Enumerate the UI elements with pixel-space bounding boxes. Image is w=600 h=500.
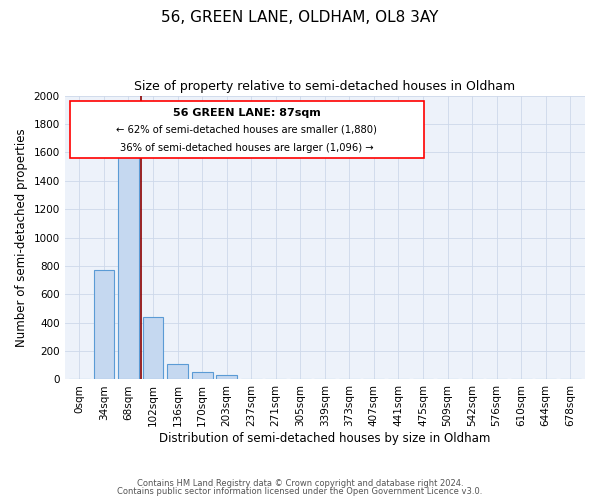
Bar [143,317,163,380]
Text: 56 GREEN LANE: 87sqm: 56 GREEN LANE: 87sqm [173,108,320,118]
Bar [191,372,212,380]
Bar [94,270,115,380]
Text: ← 62% of semi-detached houses are smaller (1,880): ← 62% of semi-detached houses are smalle… [116,124,377,134]
Text: Contains HM Land Registry data © Crown copyright and database right 2024.: Contains HM Land Registry data © Crown c… [137,478,463,488]
FancyBboxPatch shape [70,101,424,158]
Bar [118,148,139,380]
Text: 36% of semi-detached houses are larger (1,096) →: 36% of semi-detached houses are larger (… [120,143,374,153]
Y-axis label: Number of semi-detached properties: Number of semi-detached properties [15,128,28,347]
X-axis label: Distribution of semi-detached houses by size in Oldham: Distribution of semi-detached houses by … [159,432,491,445]
Bar [167,364,188,380]
Title: Size of property relative to semi-detached houses in Oldham: Size of property relative to semi-detach… [134,80,515,93]
Text: 56, GREEN LANE, OLDHAM, OL8 3AY: 56, GREEN LANE, OLDHAM, OL8 3AY [161,10,439,25]
Bar [216,376,237,380]
Text: Contains public sector information licensed under the Open Government Licence v3: Contains public sector information licen… [118,487,482,496]
